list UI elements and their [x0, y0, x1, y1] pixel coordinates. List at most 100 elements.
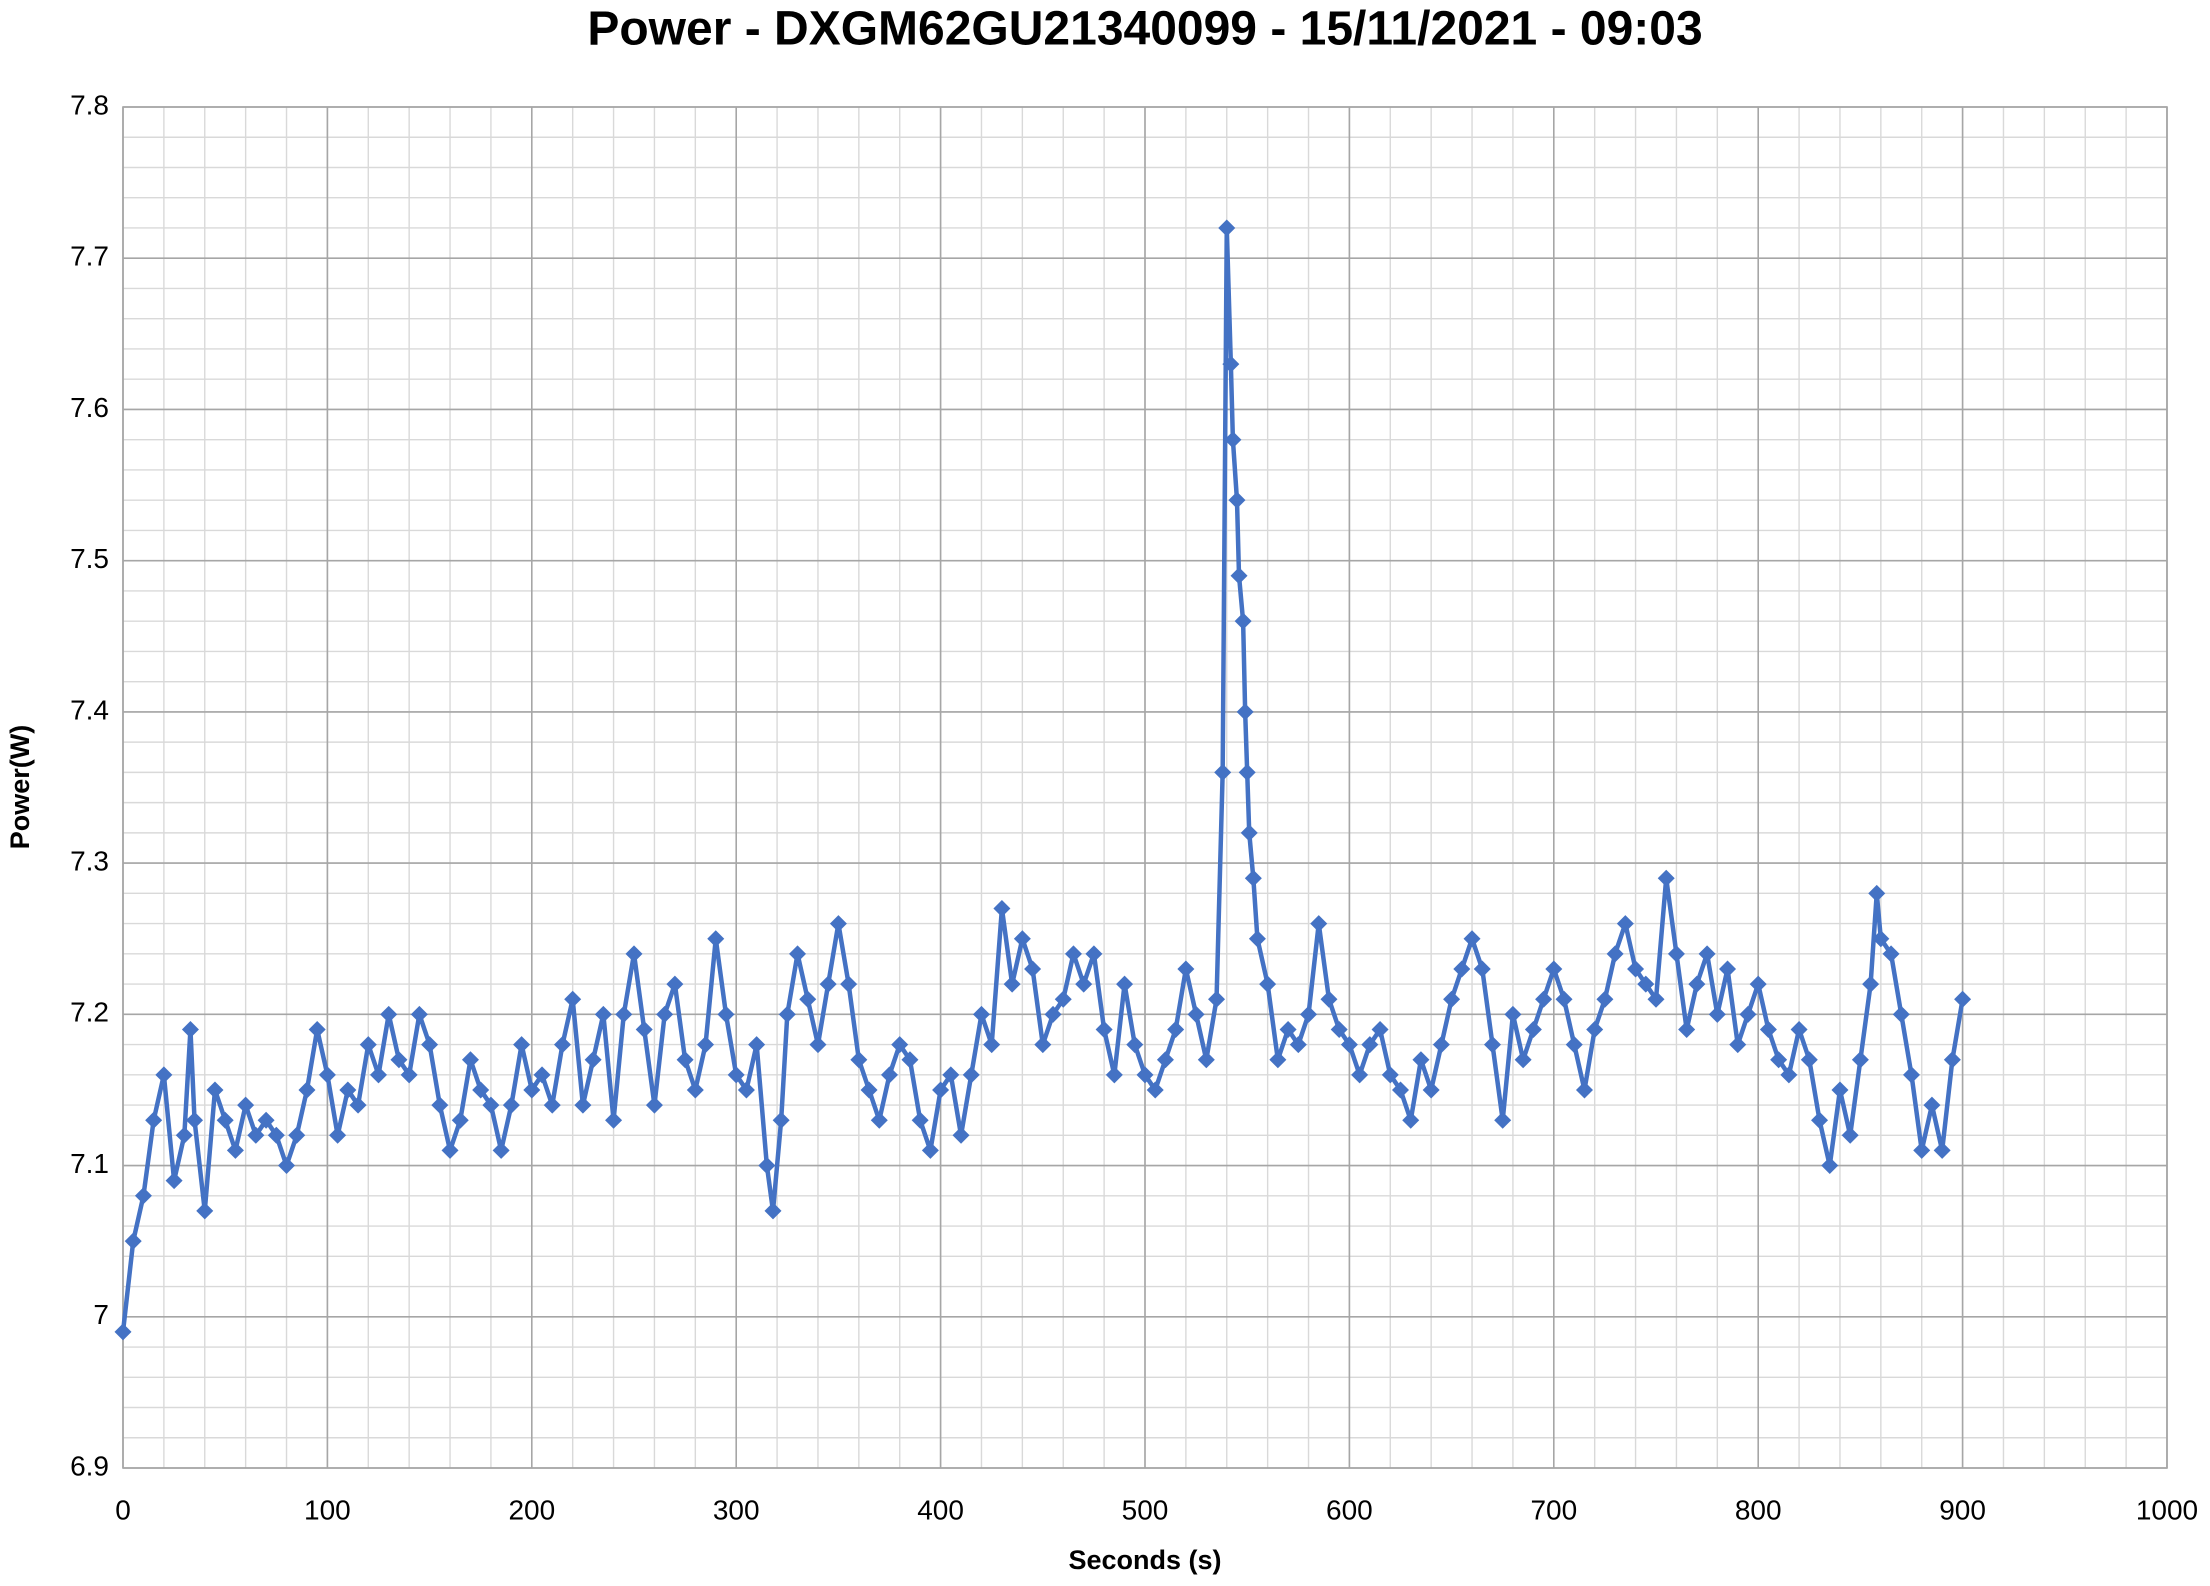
data-point [605, 1111, 623, 1129]
data-point [1851, 1051, 1869, 1069]
data-point [1392, 1081, 1409, 1099]
data-point [216, 1111, 234, 1129]
data-point [1616, 915, 1634, 933]
data-point [584, 1051, 602, 1069]
data-point [1729, 1036, 1747, 1054]
data-point [1647, 990, 1665, 1008]
data-point [1146, 1081, 1164, 1099]
data-point [870, 1111, 888, 1129]
data-point [881, 1066, 898, 1084]
data-point [1422, 1081, 1440, 1099]
y-tick-label: 7.4 [70, 694, 109, 725]
data-point [1606, 945, 1624, 963]
data-point [717, 1005, 735, 1023]
y-axis-label: Power(W) [5, 725, 35, 850]
data-point [1381, 1066, 1399, 1084]
y-tick-label: 7.5 [70, 543, 109, 574]
data-point [666, 975, 684, 993]
x-tick-label: 200 [508, 1494, 555, 1525]
data-point [1688, 975, 1706, 993]
data-point [492, 1141, 510, 1159]
data-point [1708, 1005, 1726, 1023]
data-point [410, 1005, 428, 1023]
data-point [1222, 355, 1240, 373]
data-point [1236, 703, 1254, 721]
data-point [175, 1126, 193, 1144]
data-point [472, 1081, 490, 1099]
x-axis-label: Seconds (s) [1068, 1545, 1221, 1575]
data-point [1443, 990, 1461, 1008]
data-point [1330, 1020, 1348, 1038]
data-point [421, 1036, 439, 1054]
data-point [1003, 975, 1021, 993]
data-point [635, 1020, 653, 1038]
data-point [1218, 219, 1236, 237]
data-point [114, 1323, 132, 1341]
data-point [1085, 945, 1103, 963]
x-tick-label: 300 [713, 1494, 760, 1525]
data-point [1657, 869, 1675, 887]
data-point [1259, 975, 1277, 993]
data-point [278, 1157, 296, 1175]
data-point [329, 1126, 347, 1144]
data-point [1064, 945, 1082, 963]
data-point [1177, 960, 1195, 978]
data-point [1167, 1020, 1185, 1038]
data-point [441, 1141, 459, 1159]
data-point [543, 1096, 561, 1114]
data-point [533, 1066, 551, 1084]
data-point [1412, 1051, 1430, 1069]
x-tick-label: 400 [917, 1494, 964, 1525]
data-point [1105, 1066, 1123, 1084]
data-point [1868, 884, 1886, 902]
data-point [778, 1005, 796, 1023]
data-point [553, 1036, 571, 1054]
data-point [594, 1005, 612, 1023]
data-point [697, 1036, 715, 1054]
data-point [1279, 1020, 1297, 1038]
data-point [1197, 1051, 1215, 1069]
y-tick-label: 7.1 [70, 1148, 109, 1179]
x-tick-label: 1000 [2136, 1494, 2198, 1525]
data-point [932, 1081, 950, 1099]
data-point [1136, 1066, 1154, 1084]
data-point [1463, 930, 1481, 948]
data-point [952, 1126, 970, 1144]
data-point [625, 945, 643, 963]
data-point [1402, 1111, 1420, 1129]
data-point [124, 1232, 142, 1250]
x-tick-label: 100 [304, 1494, 351, 1525]
data-point [1596, 990, 1614, 1008]
x-tick-label: 500 [1122, 1494, 1169, 1525]
data-point [1034, 1036, 1052, 1054]
data-point [1269, 1051, 1287, 1069]
x-tick-label: 700 [1530, 1494, 1577, 1525]
data-point [1126, 1036, 1144, 1054]
y-tick-label: 7.7 [70, 241, 109, 272]
data-point [850, 1051, 868, 1069]
data-point [1913, 1141, 1931, 1159]
data-point [901, 1051, 919, 1069]
data-point [1483, 1036, 1501, 1054]
data-point [431, 1096, 449, 1114]
chart-title: Power - DXGM62GU21340099 - 15/11/2021 - … [587, 3, 1702, 56]
data-point [1739, 1005, 1757, 1023]
data-point [380, 1005, 398, 1023]
data-point [656, 1005, 674, 1023]
data-point [1637, 975, 1655, 993]
data-point [615, 1005, 633, 1023]
data-point [339, 1081, 357, 1099]
x-tick-label: 800 [1735, 1494, 1782, 1525]
data-point [1954, 990, 1972, 1008]
data-point [707, 930, 725, 948]
data-point [1361, 1036, 1379, 1054]
data-point [1841, 1126, 1859, 1144]
y-tick-label: 7 [93, 1299, 109, 1330]
data-point [257, 1111, 275, 1129]
data-point [1933, 1141, 1951, 1159]
data-point [860, 1081, 878, 1099]
data-point [226, 1141, 244, 1159]
data-point [1831, 1081, 1849, 1099]
